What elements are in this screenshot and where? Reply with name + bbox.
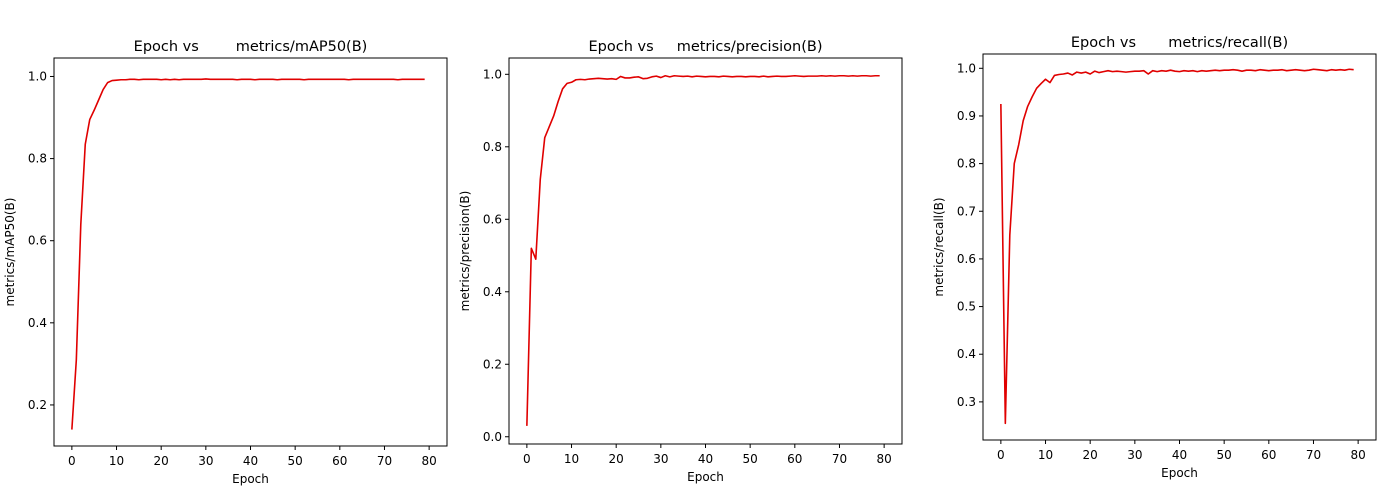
axes-frame [508, 57, 903, 445]
x-tick-label: 50 [743, 452, 758, 466]
x-tick-label: 0 [68, 454, 76, 468]
x-axis-label: Epoch [687, 470, 724, 484]
chart-precision: 0 10 20 30 40 50 60 70 80 0.0 0.2 0.4 0.6 0.8 1.0 Epoch… [458, 39, 903, 484]
axes-frame [982, 53, 1377, 441]
y-tick-label: 1.0 [483, 67, 502, 81]
y-tick-label: 0.2 [483, 357, 502, 371]
x-tick-label: 50 [1217, 448, 1232, 462]
series-line [1000, 68, 1354, 425]
x-tick-label: 40 [1172, 448, 1187, 462]
y-tick-label: 0.3 [957, 395, 976, 409]
x-axis-label: Epoch [1161, 466, 1198, 480]
x-tick-label: 80 [1350, 448, 1365, 462]
x-tick-label: 60 [332, 454, 347, 468]
y-tick-label: 0.9 [957, 109, 976, 123]
y-tick-label: 0.8 [28, 152, 47, 166]
y-tick-label: 0.4 [483, 285, 502, 299]
x-tick-label: 10 [109, 454, 124, 468]
y-tick-label: 0.6 [957, 252, 976, 266]
y-axis-label: metrics/mAP50(B) [3, 198, 17, 307]
series-line [71, 78, 425, 430]
y-tick-label: 0.6 [28, 234, 47, 248]
series-line [526, 74, 880, 426]
x-tick-label: 20 [609, 452, 624, 466]
y-tick-label: 0.5 [957, 300, 976, 314]
y-tick-label: 0.4 [957, 347, 976, 361]
x-tick-label: 80 [876, 452, 891, 466]
x-tick-label: 80 [421, 454, 436, 468]
x-tick-label: 50 [288, 454, 303, 468]
x-tick-label: 30 [653, 452, 668, 466]
x-tick-label: 70 [377, 454, 392, 468]
y-tick-label: 0.8 [957, 157, 976, 171]
chart-map50: 0 10 20 30 40 50 60 70 80 0.2 0.4 0.6 0.8 1.0 Epoch vs… [3, 39, 448, 486]
axes-frame [53, 57, 448, 447]
x-axis-label: Epoch [232, 472, 269, 486]
x-tick-label: 60 [1261, 448, 1276, 462]
y-tick-label: 0.6 [483, 212, 502, 226]
x-tick-label: 0 [523, 452, 531, 466]
x-tick-label: 0 [997, 448, 1005, 462]
x-tick-label: 40 [698, 452, 713, 466]
chart-title: Epoch vs metrics/mAP50(B) [134, 39, 368, 55]
chart-title: Epoch vs metrics/recall(B) [1071, 35, 1288, 51]
y-axis-label: metrics/precision(B) [458, 191, 472, 312]
chart-title: Epoch vs metrics/precision(B) [589, 39, 823, 55]
x-tick-label: 70 [1306, 448, 1321, 462]
y-tick-label: 0.7 [957, 204, 976, 218]
x-tick-label: 10 [564, 452, 579, 466]
x-tick-label: 60 [787, 452, 802, 466]
chart-recall: 0 10 20 30 40 50 60 70 80 0.3 0.4 0.5 0.6 0.7 0.8 0.9 1.… [932, 35, 1377, 480]
y-tick-label: 0.8 [483, 140, 502, 154]
y-tick-label: 0.2 [28, 398, 47, 412]
x-tick-label: 40 [243, 454, 258, 468]
x-tick-label: 70 [832, 452, 847, 466]
y-tick-label: 0.0 [483, 430, 502, 444]
y-tick-label: 1.0 [28, 69, 47, 83]
y-axis-label: metrics/recall(B) [932, 197, 946, 296]
x-tick-label: 10 [1038, 448, 1053, 462]
x-tick-label: 30 [1127, 448, 1142, 462]
x-tick-label: 20 [154, 454, 169, 468]
x-tick-label: 20 [1083, 448, 1098, 462]
y-tick-label: 1.0 [957, 61, 976, 75]
y-tick-label: 0.4 [28, 316, 47, 330]
x-tick-label: 30 [198, 454, 213, 468]
